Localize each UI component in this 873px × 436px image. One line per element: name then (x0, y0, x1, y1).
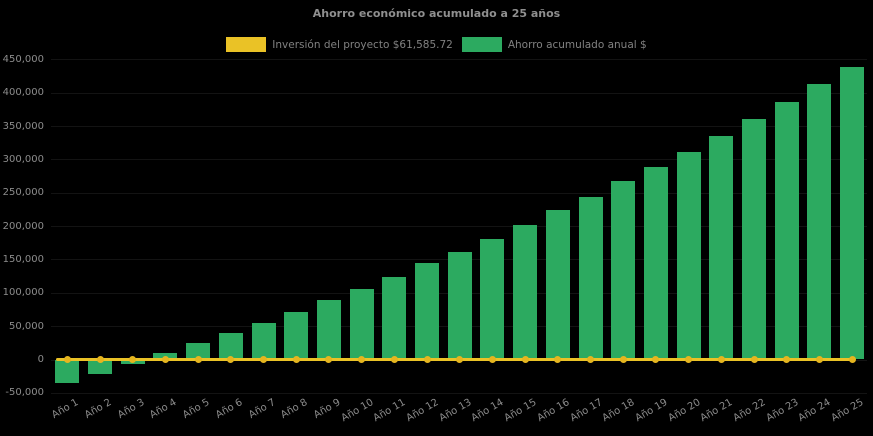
gridline (51, 226, 867, 228)
investment-line-marker (652, 356, 660, 364)
investment-line-marker (815, 356, 823, 364)
investment-line-marker (129, 356, 137, 364)
investment-line (56, 357, 853, 362)
y-tick-label: 150,000 (2, 253, 44, 265)
investment-line-marker (325, 356, 333, 364)
bar-ano-6 (218, 332, 243, 360)
legend: Inversión del proyecto $61,585.72 Ahorro… (0, 37, 873, 52)
gridline (51, 392, 867, 394)
bar-ano-16 (545, 210, 570, 360)
investment-line-marker (750, 356, 758, 364)
bar-ano-8 (284, 311, 309, 360)
y-tick-label: 0 (37, 354, 44, 365)
bar-ano-7 (251, 322, 276, 360)
bar-ano-2 (88, 359, 113, 375)
y-tick-label: 350,000 (2, 120, 44, 132)
legend-item-investment[interactable]: Inversión del proyecto $61,585.72 (226, 37, 453, 52)
gridline (51, 59, 867, 61)
investment-line-marker (423, 356, 431, 364)
bar-ano-24 (807, 83, 832, 360)
investment-line-marker (717, 356, 725, 364)
investment-line-marker (96, 356, 104, 364)
bar-ano-17 (578, 197, 603, 360)
investment-line-swatch (226, 37, 267, 52)
bar-ano-1 (55, 359, 80, 384)
bar-ano-11 (382, 276, 407, 360)
investment-line-marker (63, 356, 71, 364)
investment-line-marker (358, 356, 366, 364)
y-tick-label: 200,000 (2, 220, 44, 232)
investment-line-marker (161, 356, 169, 364)
gridline (51, 192, 867, 194)
investment-line-marker (587, 356, 595, 364)
investment-line-marker (619, 356, 627, 364)
savings-bar-label: Ahorro acumulado anual $ (507, 38, 647, 51)
bar-ano-10 (349, 289, 374, 360)
gridline (51, 126, 867, 127)
bar-ano-19 (643, 166, 668, 360)
investment-line-marker (783, 356, 791, 364)
investment-line-marker (292, 356, 300, 364)
y-tick-label: -50,000 (5, 387, 44, 399)
bar-ano-20 (676, 151, 701, 360)
investment-line-marker (685, 356, 693, 364)
y-tick-label: 400,000 (2, 87, 44, 99)
y-tick-label: 300,000 (2, 153, 44, 165)
savings-bar-swatch (461, 37, 502, 52)
investment-line-marker (848, 356, 856, 364)
investment-line-marker (194, 356, 202, 364)
y-tick-label: 50,000 (9, 320, 44, 332)
y-tick-label: 250,000 (2, 187, 44, 199)
bar-ano-9 (316, 300, 341, 360)
bar-ano-14 (480, 238, 505, 360)
investment-line-marker (488, 356, 496, 364)
investment-line-label: Inversión del proyecto $61,585.72 (272, 38, 453, 51)
investment-line-marker (390, 356, 398, 364)
investment-line-marker (456, 356, 464, 364)
bar-ano-21 (709, 135, 734, 360)
investment-line-marker (260, 356, 268, 364)
chart-title: Ahorro económico acumulado a 25 años (312, 7, 561, 20)
investment-line-marker (227, 356, 235, 364)
bar-ano-23 (774, 101, 799, 360)
legend-item-savings[interactable]: Ahorro acumulado anual $ (461, 37, 647, 52)
gridline (51, 92, 867, 94)
investment-line-marker (554, 356, 562, 364)
investment-line-marker (521, 356, 529, 364)
bar-ano-5 (186, 342, 211, 360)
bar-ano-13 (447, 251, 472, 360)
bar-ano-22 (742, 118, 767, 360)
bar-ano-18 (611, 181, 636, 360)
bar-ano-12 (415, 263, 440, 360)
y-tick-label: 100,000 (2, 287, 44, 299)
y-tick-label: 450,000 (2, 53, 44, 65)
gridline (51, 159, 867, 161)
bar-ano-25 (840, 66, 865, 360)
bar-ano-15 (513, 225, 538, 360)
